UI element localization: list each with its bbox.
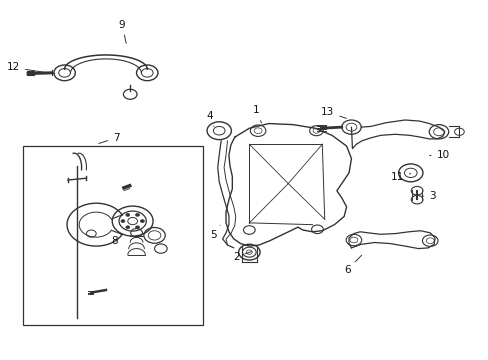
Text: 5: 5	[210, 225, 220, 240]
Text: 9: 9	[119, 19, 126, 43]
Text: 8: 8	[111, 234, 122, 246]
Text: 7: 7	[99, 133, 120, 143]
Circle shape	[135, 213, 139, 216]
Circle shape	[125, 226, 129, 229]
Bar	[23, 146, 203, 325]
Text: 10: 10	[429, 150, 449, 160]
Text: 11: 11	[390, 172, 410, 182]
Text: 12: 12	[7, 63, 45, 72]
Circle shape	[135, 226, 139, 229]
Circle shape	[140, 220, 144, 222]
Text: 3: 3	[422, 191, 435, 201]
Circle shape	[125, 213, 129, 216]
Text: 6: 6	[343, 255, 361, 275]
Text: 13: 13	[321, 107, 346, 118]
Text: 2: 2	[233, 252, 251, 262]
Text: 1: 1	[252, 105, 261, 123]
Text: 4: 4	[206, 111, 213, 126]
Circle shape	[121, 220, 124, 222]
